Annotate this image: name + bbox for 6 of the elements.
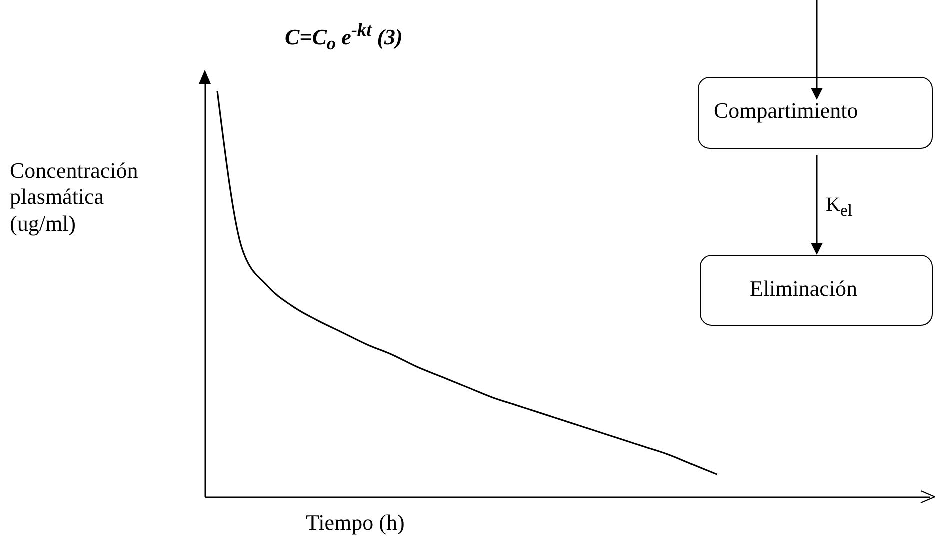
- x-axis-title: Tiempo (h): [306, 510, 405, 536]
- annotation: Eliminación: [750, 276, 858, 302]
- y-axis-title: Concentración plasmática (ug/ml): [10, 158, 140, 238]
- chart-title: C=C$_{o}$ e$^{-kt}$ (3): [285, 20, 403, 56]
- annotation: K$_{el}$: [826, 193, 852, 221]
- annotation: Compartimiento: [714, 98, 858, 124]
